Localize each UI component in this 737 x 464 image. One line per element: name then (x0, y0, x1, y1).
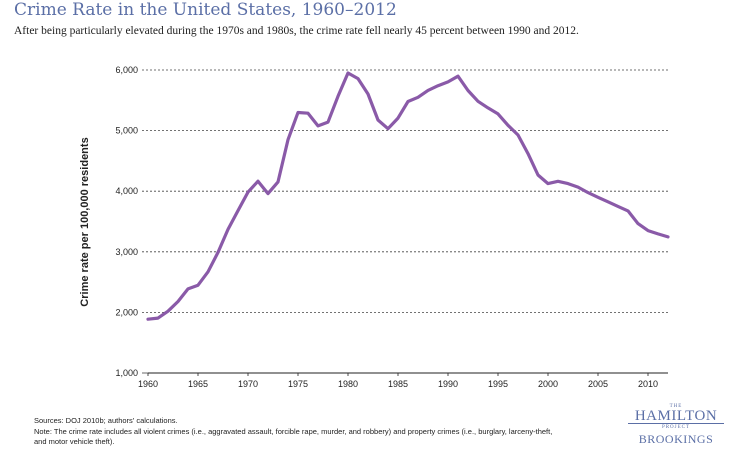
logo-project-text: PROJECT (661, 425, 691, 430)
note-text-line1: Note: The crime rate includes all violen… (34, 427, 553, 436)
x-tick-label: 2000 (538, 379, 558, 389)
logo-the-text: THE (669, 404, 683, 409)
y-tick-label: 2,000 (115, 307, 138, 317)
y-tick-label: 1,000 (115, 368, 138, 378)
hamilton-brookings-logo: THE HAMILTON PROJECT BROOKINGS (628, 404, 724, 447)
x-tick-label: 1985 (388, 379, 408, 389)
x-tick-label: 1965 (188, 379, 208, 389)
y-tick-label: 3,000 (115, 247, 138, 257)
x-tick-label: 1990 (438, 379, 458, 389)
crime-rate-chart: 1,000 2,000 3,000 4,000 5,000 6,000 1960 1965 19… (115, 65, 670, 389)
chart-title: Crime Rate in the United States, 1960–20… (14, 0, 397, 20)
sources-text: Sources: DOJ 2010b; authors' calculation… (34, 416, 178, 425)
x-tick-label: 1970 (238, 379, 258, 389)
x-tick-label: 2010 (638, 379, 658, 389)
y-tick-label: 5,000 (115, 126, 138, 136)
x-tick-label: 1960 (138, 379, 158, 389)
note-text-line2: and motor vehicle theft). (34, 437, 115, 446)
y-tick-label: 6,000 (115, 65, 138, 75)
y-tick-label: 4,000 (115, 186, 138, 196)
logo-hamilton-text: HAMILTON (628, 409, 724, 424)
chart-subtitle: After being particularly elevated during… (14, 25, 579, 37)
crime-rate-line (146, 71, 670, 321)
x-tick-label: 1975 (288, 379, 308, 389)
x-tick-label: 2005 (588, 379, 608, 389)
x-tick-label: 1995 (488, 379, 508, 389)
x-tick-label: 1980 (338, 379, 358, 389)
logo-brookings-text: BROOKINGS (638, 432, 714, 446)
